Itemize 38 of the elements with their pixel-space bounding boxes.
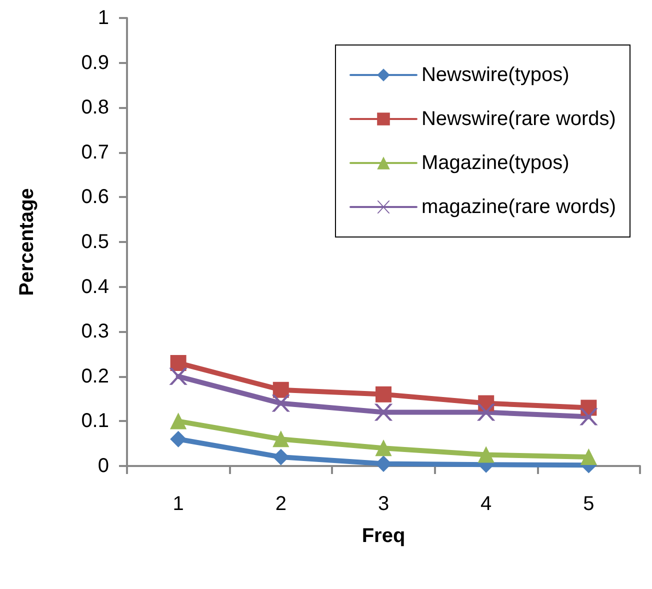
legend-label: Magazine(typos) (421, 152, 570, 174)
x-tick-label: 3 (378, 493, 390, 515)
x-tick-label: 5 (583, 493, 594, 515)
legend-label: Newswire(rare words) (421, 108, 616, 130)
y-tick-label: 0.1 (81, 410, 109, 432)
point (272, 382, 289, 398)
y-tick-label: 0.8 (81, 96, 109, 119)
legend-label: Newswire(typos) (421, 64, 570, 86)
point (170, 413, 186, 430)
legend-label: magazine(rare words) (421, 196, 616, 218)
point (170, 354, 186, 371)
point (376, 386, 392, 402)
x-tick-label: 4 (480, 493, 492, 515)
y-axis-title: Percentage (16, 188, 38, 296)
point (376, 440, 392, 456)
x-axis-title: Freq (362, 525, 406, 547)
y-tick-label: 0.6 (81, 186, 109, 208)
point (272, 431, 289, 448)
point (272, 394, 290, 412)
point (170, 368, 187, 385)
y-tick-label: 0.9 (81, 52, 109, 74)
point (580, 408, 598, 426)
point (170, 431, 186, 448)
point (478, 446, 494, 463)
y-tick-label: 0.2 (81, 365, 109, 388)
y-tick-label: 0.3 (81, 320, 109, 343)
x-tick-label: 2 (275, 493, 286, 515)
y-tick-label: 0.4 (81, 276, 109, 298)
point (272, 449, 289, 466)
point (375, 404, 392, 421)
x-tick-label: 1 (172, 493, 184, 515)
point (376, 456, 392, 472)
y-tick-label: 1 (98, 7, 109, 29)
y-tick-label: 0.5 (81, 231, 109, 253)
point (580, 449, 597, 466)
y-tick-label: 0 (98, 455, 109, 477)
point (478, 404, 495, 421)
y-tick-label: 0.7 (81, 141, 109, 164)
